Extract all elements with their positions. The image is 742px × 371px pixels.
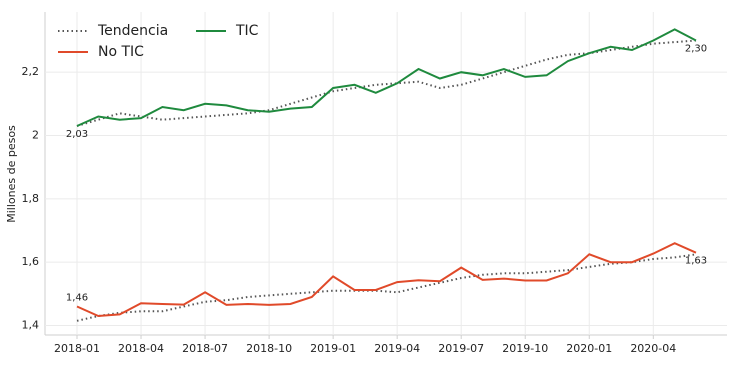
trend-line xyxy=(76,253,697,322)
x-tick-label: 2018-07 xyxy=(182,342,228,355)
x-tick-label: 2018-10 xyxy=(246,342,292,355)
y-tick-label: 1,6 xyxy=(22,255,40,268)
y-tick-label: 1,8 xyxy=(22,192,40,205)
trend-line xyxy=(76,39,697,127)
x-tick-label: 2019-01 xyxy=(310,342,356,355)
x-tick-label: 2019-07 xyxy=(438,342,484,355)
legend-label: No TIC xyxy=(98,44,144,60)
x-tick-label: 2018-04 xyxy=(118,342,164,355)
x-tick-label: 2020-04 xyxy=(630,342,676,355)
value-label: 1,46 xyxy=(66,293,88,304)
legend-label: TIC xyxy=(235,23,259,39)
series-line xyxy=(76,242,697,318)
series-line xyxy=(76,28,697,127)
y-tick-label: 2,2 xyxy=(22,65,40,78)
x-tick-label: 2018-01 xyxy=(54,342,100,355)
x-tick-label: 2020-01 xyxy=(566,342,612,355)
legend-label: Tendencia xyxy=(97,23,168,39)
y-axis-label: Millones de pesos xyxy=(5,125,18,223)
y-tick-label: 1,4 xyxy=(22,319,40,332)
value-label: 2,30 xyxy=(685,44,707,55)
x-tick-label: 2019-04 xyxy=(374,342,420,355)
x-tick-label: 2019-10 xyxy=(502,342,548,355)
value-label: 2,03 xyxy=(66,129,88,140)
value-label: 1,63 xyxy=(685,256,707,267)
y-tick-label: 2 xyxy=(32,129,39,142)
